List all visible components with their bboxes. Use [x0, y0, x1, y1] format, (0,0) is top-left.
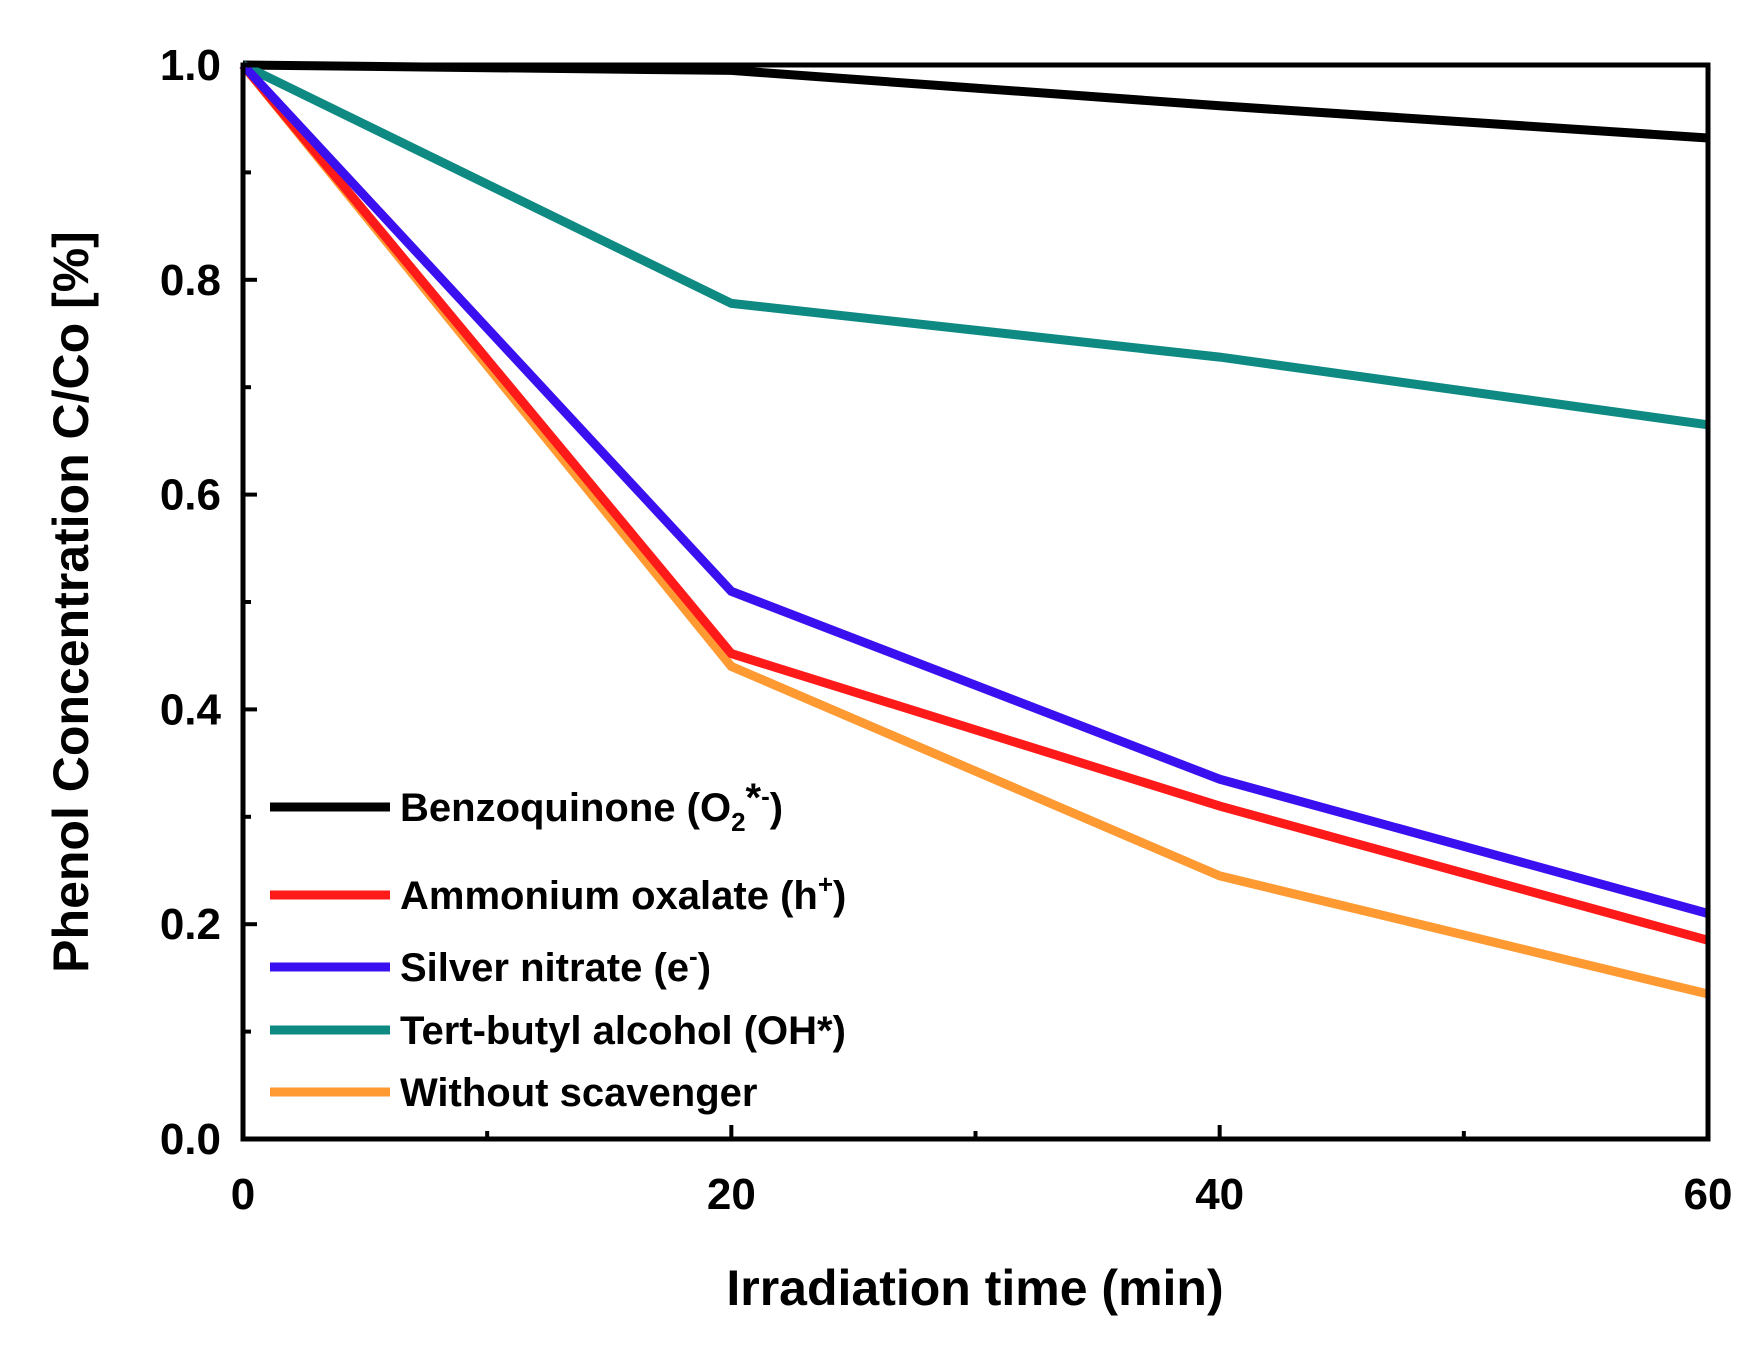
y-axis-title: Phenol Concentration C/Co [%]: [43, 231, 99, 973]
legend-label-part: ): [770, 786, 783, 830]
legend-label-part: Ammonium oxalate (h: [400, 874, 818, 918]
series-layer: [239, 60, 1710, 999]
legend-label-part: -: [761, 781, 770, 811]
series-line-silver-nitrate-e: [239, 61, 1710, 918]
y-tick-label: 0.8: [160, 256, 221, 305]
y-tick-label: 0.0: [160, 1115, 221, 1164]
y-tick-label: 1.0: [160, 41, 221, 90]
legend-label: Silver nitrate (e-): [400, 941, 711, 990]
series-line-ammonium-oxalate-h: [239, 62, 1710, 945]
ticks-layer: 0 20 40 60 0.0 0.2 0.4 0.6 0.8 1.0: [160, 41, 1733, 1219]
legend: Benzoquinone (O2*-)Ammonium oxalate (h+)…: [270, 776, 846, 1115]
x-tick-label: 20: [707, 1170, 756, 1219]
x-axis-title: Irradiation time (min): [726, 1260, 1223, 1316]
legend-label-part: +: [818, 869, 833, 899]
legend-label: Ammonium oxalate (h+): [400, 869, 846, 918]
y-tick-label: 0.2: [160, 900, 221, 949]
legend-label-part: ): [698, 946, 711, 990]
y-tick-label: 0.6: [160, 471, 221, 520]
legend-label: Without scavenger: [400, 1071, 757, 1115]
x-tick-label: 0: [231, 1170, 255, 1219]
legend-label-part: Silver nitrate (e: [400, 946, 689, 990]
legend-label-part: Without scavenger: [400, 1071, 757, 1115]
legend-label: Benzoquinone (O2*-): [400, 776, 783, 837]
legend-label-part: Tert-butyl alcohol (OH*): [400, 1009, 846, 1053]
legend-label-part: Benzoquinone (O: [400, 786, 731, 830]
legend-label-part: 2: [731, 807, 745, 837]
legend-label-part: ): [833, 874, 846, 918]
series-line-benzoquinone-o2: [242, 60, 1709, 143]
series-line-tert-butyl-alcohol-oh: [241, 60, 1709, 430]
x-tick-label: 60: [1684, 1170, 1733, 1219]
legend-label-part: *: [746, 776, 762, 820]
x-tick-label: 40: [1195, 1170, 1244, 1219]
y-tick-label: 0.4: [160, 685, 222, 734]
legend-label-part: -: [689, 941, 698, 971]
legend-label: Tert-butyl alcohol (OH*): [400, 1009, 846, 1053]
